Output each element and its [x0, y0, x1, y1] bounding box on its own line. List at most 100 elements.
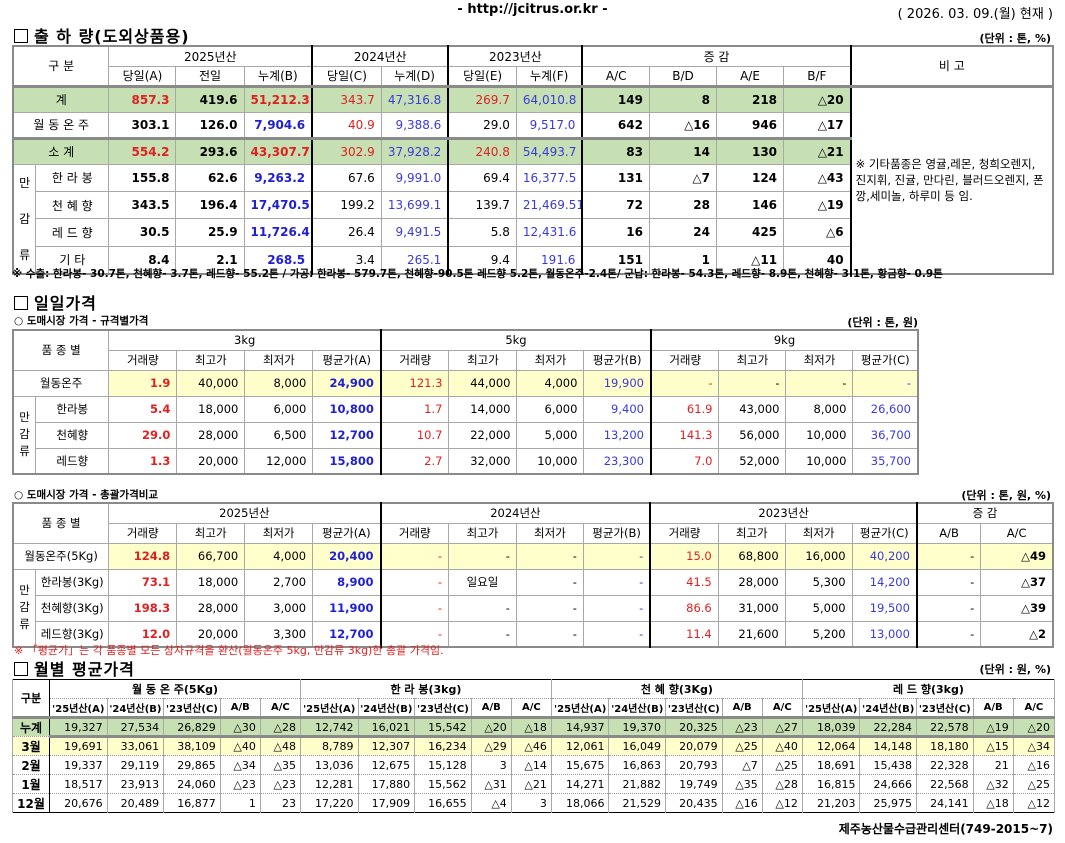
- cell: 21: [972, 755, 1014, 775]
- change-header: 증 감: [581, 45, 852, 67]
- cell: 642: [581, 111, 650, 139]
- cell: 29.0: [447, 111, 517, 139]
- row-label: 월동온주: [12, 369, 110, 397]
- row-label: 소 계: [12, 136, 110, 165]
- table-row: 기 타 8.4 2.1 268.5 3.4 265.1 9.4 191.6 15…: [13, 245, 1053, 275]
- cell: 6,000: [516, 395, 585, 423]
- cell: 12,700: [312, 421, 382, 449]
- cell: △37: [980, 568, 1054, 596]
- cell: 14,000: [448, 395, 518, 423]
- row-label: 한 라 봉: [35, 163, 110, 192]
- subheader: A/C: [259, 698, 301, 718]
- subheader: 당일(C): [311, 65, 382, 87]
- cell: 18,066: [550, 793, 610, 813]
- cell: 18,000: [176, 395, 246, 423]
- table-row: 만감류 한라봉 5.4 18,000 6,000 10,800 1.7 14,0…: [12, 395, 919, 475]
- cell: △7: [648, 163, 718, 192]
- subheader: 거래량: [108, 349, 178, 371]
- cell: 43,307.7: [243, 136, 313, 165]
- cell: -: [515, 594, 584, 622]
- subheader: A/C: [581, 65, 650, 87]
- table-row: 만감류 한라봉(3Kg) 73.1 18,000 2,700 8,900 - 일…: [12, 568, 1054, 648]
- subheader: A/C: [510, 698, 552, 718]
- cell: 29,119: [106, 755, 165, 775]
- cell: 83: [581, 136, 650, 165]
- cell: 20,325: [665, 716, 723, 737]
- cell: 19,749: [665, 774, 723, 794]
- cell: 15.0: [649, 542, 719, 570]
- cell: 일요일: [448, 568, 517, 596]
- row-label: 한라봉(3Kg): [35, 568, 110, 596]
- subheader: '23년산(C): [665, 698, 723, 718]
- subheader: 최고가: [176, 522, 246, 544]
- cell: -: [379, 568, 449, 596]
- cell: 56,000: [718, 421, 787, 449]
- cell: 37,928.2: [380, 136, 449, 165]
- cell: 18,517: [49, 774, 108, 794]
- cell: 12,675: [357, 755, 416, 775]
- group-9kg: 9kg: [649, 329, 919, 351]
- table-row: 월동온주 1.9 40,000 8,000 24,900 121.3 44,00…: [12, 369, 919, 397]
- cell: 29,865: [163, 755, 221, 775]
- cell: △20: [783, 84, 852, 113]
- cell: △28: [761, 774, 803, 794]
- cell: 18,039: [801, 716, 861, 737]
- cell: 20,489: [106, 793, 165, 813]
- cell: 5,200: [784, 620, 853, 648]
- cell: 302.9: [311, 136, 382, 165]
- subheader: 거래량: [649, 349, 720, 371]
- cell: 22,284: [859, 716, 918, 737]
- cell: △18: [972, 793, 1014, 813]
- cell: △29: [470, 735, 512, 756]
- subheader: A/C: [761, 698, 803, 718]
- cell: △30: [219, 716, 261, 737]
- cell: 19,900: [583, 369, 652, 397]
- subheader: 거래량: [108, 522, 178, 544]
- cell: △2: [980, 620, 1054, 648]
- cell: 4,000: [516, 369, 585, 397]
- cell: 139.7: [447, 190, 517, 220]
- cell: 10.7: [379, 421, 450, 449]
- cell: 51,212.3: [243, 84, 313, 113]
- cell: 196.4: [175, 190, 245, 220]
- cell: 9,388.6: [380, 111, 449, 139]
- cell: 14,937: [550, 716, 610, 737]
- col-variety: 품 종 별: [12, 502, 110, 544]
- group-redhyang: 레 드 향(3kg): [801, 679, 1056, 699]
- subheader: B/F: [783, 65, 852, 87]
- cell: △31: [470, 774, 512, 794]
- cell: △23: [259, 774, 301, 794]
- subheader: A/C: [1012, 698, 1056, 718]
- cell: 22,568: [916, 774, 974, 794]
- shipment-footnote: ※ 수출: 한라봉- 30.7톤, 천혜향- 3.7톤, 레드향- 55.2톤 …: [12, 268, 943, 280]
- subheader: 평균가(C): [851, 522, 918, 544]
- cell: 41.5: [649, 568, 719, 596]
- cell: 5,300: [784, 568, 853, 596]
- cell: 19,337: [49, 755, 108, 775]
- cell: 17,880: [357, 774, 416, 794]
- subheader: 최고가: [176, 349, 246, 371]
- cell: 6,000: [244, 395, 314, 423]
- year-2023-header: 2023년산: [447, 45, 583, 67]
- cell: 21,203: [801, 793, 861, 813]
- cell: 66,700: [176, 542, 246, 570]
- cell: 15,675: [550, 755, 610, 775]
- cell: 425: [715, 218, 785, 247]
- subheader: 최고가: [718, 349, 787, 371]
- avg-price-footnote: ※ 「평균가」는 각 품종별 모든 상자규격을 환산(월동온주 5kg, 만감류…: [14, 644, 444, 657]
- cell: 28,000: [717, 568, 786, 596]
- subheader: 당일(A): [108, 65, 177, 87]
- cell: △23: [721, 716, 763, 737]
- cell: 2.1: [175, 245, 245, 275]
- cell: 22,328: [916, 755, 974, 775]
- row-label: 천혜향: [35, 421, 110, 449]
- cell: 3: [510, 793, 552, 813]
- subheader: 당일(E): [447, 65, 517, 87]
- cell: 8,789: [299, 735, 359, 756]
- cell: 20,000: [176, 620, 246, 648]
- group-3kg: 3kg: [108, 329, 382, 351]
- cell: 13,000: [851, 620, 918, 648]
- cell: 20,793: [665, 755, 723, 775]
- subheader: A/E: [715, 65, 785, 87]
- table-row: 레 드 향 30.5 25.9 11,726.4 26.4 9,491.5 5.…: [13, 218, 1053, 247]
